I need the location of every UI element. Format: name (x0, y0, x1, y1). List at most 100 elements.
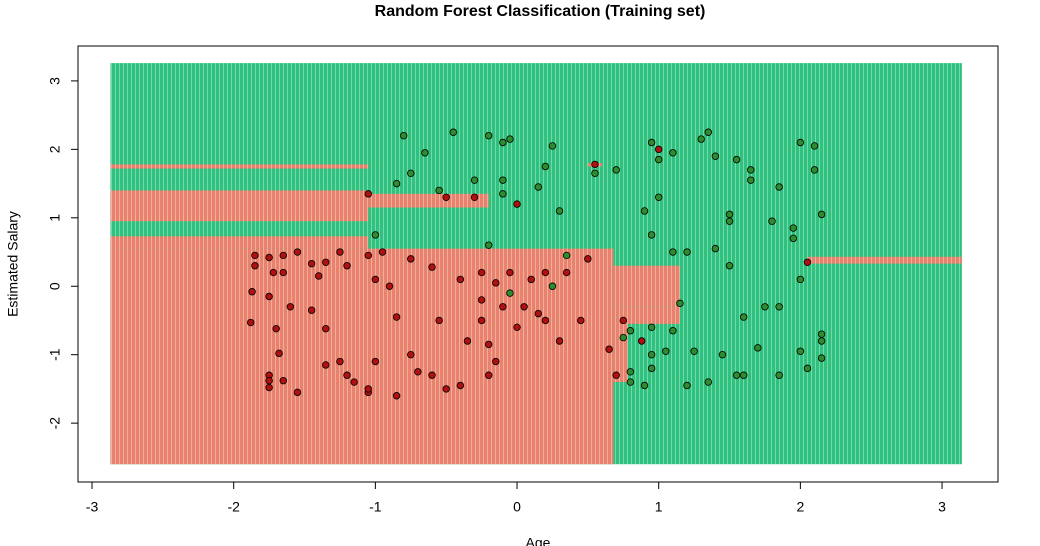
point (322, 258, 330, 266)
point (499, 303, 507, 311)
x-tick-label: -1 (369, 499, 382, 515)
y-tick-label: 1 (47, 214, 63, 222)
point (322, 361, 330, 369)
point (647, 350, 656, 359)
point (541, 316, 550, 325)
point (718, 350, 727, 359)
point (626, 378, 635, 386)
point (371, 275, 380, 284)
point (265, 292, 273, 301)
point (275, 349, 283, 358)
point (711, 244, 720, 253)
point (477, 316, 486, 325)
y-tick-label: 0 (47, 282, 63, 290)
point (506, 289, 514, 297)
point (732, 371, 741, 379)
point (541, 268, 550, 277)
point (725, 210, 734, 219)
point (392, 179, 401, 188)
point (470, 176, 479, 184)
point (484, 340, 493, 349)
point (279, 268, 287, 277)
point (817, 337, 826, 345)
point (435, 316, 443, 325)
point (265, 253, 273, 262)
point (683, 248, 691, 256)
point (392, 313, 401, 321)
point (399, 131, 408, 140)
point (775, 183, 783, 191)
point (647, 138, 656, 147)
point (690, 347, 698, 355)
point (619, 333, 627, 342)
point (591, 169, 599, 178)
point (775, 371, 783, 379)
point (740, 371, 748, 379)
x-tick-label: -3 (86, 499, 99, 515)
point (605, 345, 613, 353)
point (640, 381, 649, 390)
point (322, 324, 330, 333)
point (796, 275, 805, 284)
point (492, 357, 500, 366)
point (669, 327, 677, 335)
point (414, 368, 422, 376)
point (251, 262, 259, 270)
point (246, 318, 255, 327)
point (421, 149, 429, 157)
point (562, 251, 571, 260)
point (725, 217, 734, 225)
point (251, 251, 259, 260)
x-axis-label: Age (526, 535, 551, 546)
point (747, 166, 755, 174)
point (307, 306, 316, 314)
point (279, 377, 287, 385)
point (279, 251, 287, 260)
point (506, 135, 514, 143)
point (817, 330, 826, 338)
point (640, 207, 649, 215)
plot-frame (77, 45, 999, 483)
point (761, 303, 769, 311)
point (647, 323, 656, 332)
point (655, 193, 663, 201)
point (669, 248, 677, 256)
point (484, 131, 493, 140)
point (548, 142, 557, 150)
point (711, 152, 720, 160)
point (428, 263, 436, 271)
point (286, 303, 295, 311)
point (265, 377, 273, 385)
point (392, 392, 401, 400)
point (477, 268, 486, 277)
point (626, 327, 635, 335)
point (364, 190, 372, 198)
y-tick-label: -1 (47, 348, 63, 361)
x-tick-label: 3 (938, 499, 946, 515)
y-tick-label: 3 (47, 77, 63, 85)
point (534, 183, 542, 191)
point (562, 268, 571, 277)
point (336, 248, 344, 256)
point (378, 248, 387, 256)
point (371, 231, 380, 239)
point (704, 378, 712, 386)
y-tick-label: -2 (47, 417, 63, 430)
point (655, 155, 663, 164)
point (407, 350, 415, 359)
point (506, 268, 514, 277)
point (740, 313, 748, 321)
point (817, 354, 826, 362)
point (484, 241, 493, 249)
point (371, 357, 380, 366)
point (577, 316, 585, 325)
point (796, 347, 805, 355)
point (477, 296, 486, 304)
point (803, 258, 812, 266)
point (803, 364, 812, 373)
points (246, 128, 826, 400)
point (655, 145, 663, 154)
point (513, 200, 521, 208)
point (527, 275, 535, 284)
